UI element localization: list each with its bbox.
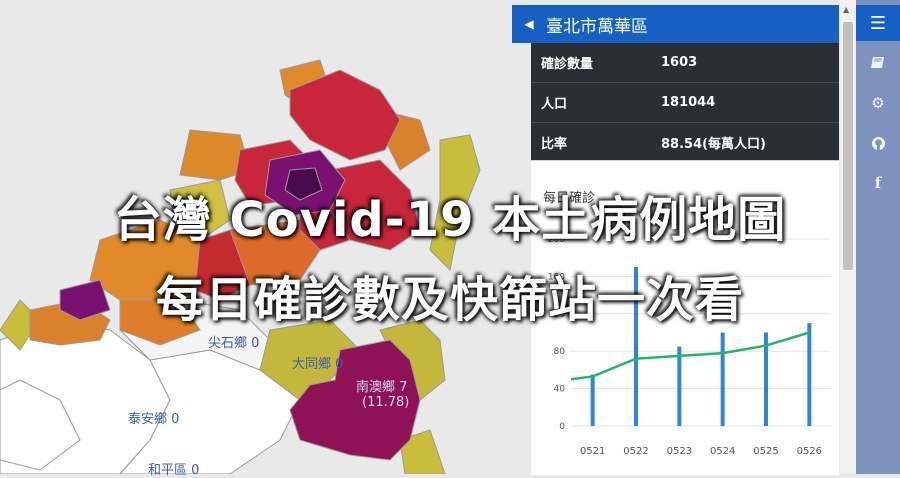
stats-row: 人口 181044 [531,83,839,123]
daily-cases-chart-card: 每日確診 0 40 80 120 160 200 0521 0522 0523 0524 0525 0… [531,160,839,475]
trend-line-lead [570,375,593,381]
district-title: 臺北市萬華區 [546,16,648,37]
bar [807,323,812,426]
bar [764,332,768,426]
x-tick-label: 0523 [667,446,692,457]
stats-value: 88.54(每萬人口) [661,137,767,152]
book-icon[interactable] [856,44,900,82]
right-sidebar: ☰ ⚙ f [856,0,900,474]
district-info-panel: ◀ 臺北市萬華區 確診數量 1603 人口 181044 比率 88.54(每萬… [512,5,839,162]
panel-header: ◀ 臺北市萬華區 [512,5,839,43]
trend-line [592,331,810,378]
menu-icon[interactable]: ☰ [856,5,900,41]
y-tick-label: 80 [554,347,566,357]
map-label-nanao: 南澳鄉 7 [356,380,408,395]
stats-key: 比率 [541,137,568,152]
bar [634,267,638,426]
daily-cases-chart: 0 40 80 120 160 200 0521 0522 0523 0524 0525 0526 [548,235,831,457]
bar [590,374,595,426]
stats-table: 確診數量 1603 人口 181044 比率 88.54(每萬人口) [531,43,839,162]
stats-key: 人口 [541,97,568,112]
y-tick-label: 120 [548,310,565,320]
stats-value: 1603 [661,55,698,70]
github-icon[interactable] [856,124,900,162]
x-tick-label: 0522 [623,446,648,457]
gear-icon[interactable]: ⚙ [871,94,885,112]
stats-value: 181044 [661,95,716,110]
bar [720,332,725,426]
banner-headline: 台灣 Covid-19 本土病例地圖 [113,192,787,248]
map-label-heping: 和平區 0 [148,463,200,478]
y-tick-label: 200 [548,235,565,245]
back-arrow-icon[interactable]: ◀ [524,17,534,31]
stats-key: 確診數量 [541,57,594,72]
x-tick-label: 0524 [710,446,735,457]
map-label-taian: 泰安鄉 0 [128,412,180,427]
y-tick-label: 160 [548,272,565,282]
chart-title: 每日確診 [543,191,596,206]
y-tick-label: 40 [554,385,566,395]
x-tick-label: 0526 [797,446,822,457]
x-tick-label: 0525 [753,446,778,457]
map-label-nanao-rate: (11.78) [362,395,410,410]
scrollbar-thumb[interactable] [843,22,853,270]
facebook-icon[interactable]: f [874,174,882,192]
scroll-up-arrow-icon[interactable]: ▲ [843,5,850,14]
stats-row: 比率 88.54(每萬人口) [531,123,839,162]
scrollbar[interactable]: ▲ [840,0,856,474]
banner-subheadline: 每日確診數及快篩站一次看 [155,272,744,328]
map-label-jianshi: 尖石鄉 0 [208,336,260,351]
map-label-datong: 大同鄉 0 [292,357,344,372]
y-tick-label: 0 [559,422,565,432]
stats-row: 確診數量 1603 [531,43,839,83]
x-tick-label: 0521 [580,446,605,457]
bar [677,346,682,426]
